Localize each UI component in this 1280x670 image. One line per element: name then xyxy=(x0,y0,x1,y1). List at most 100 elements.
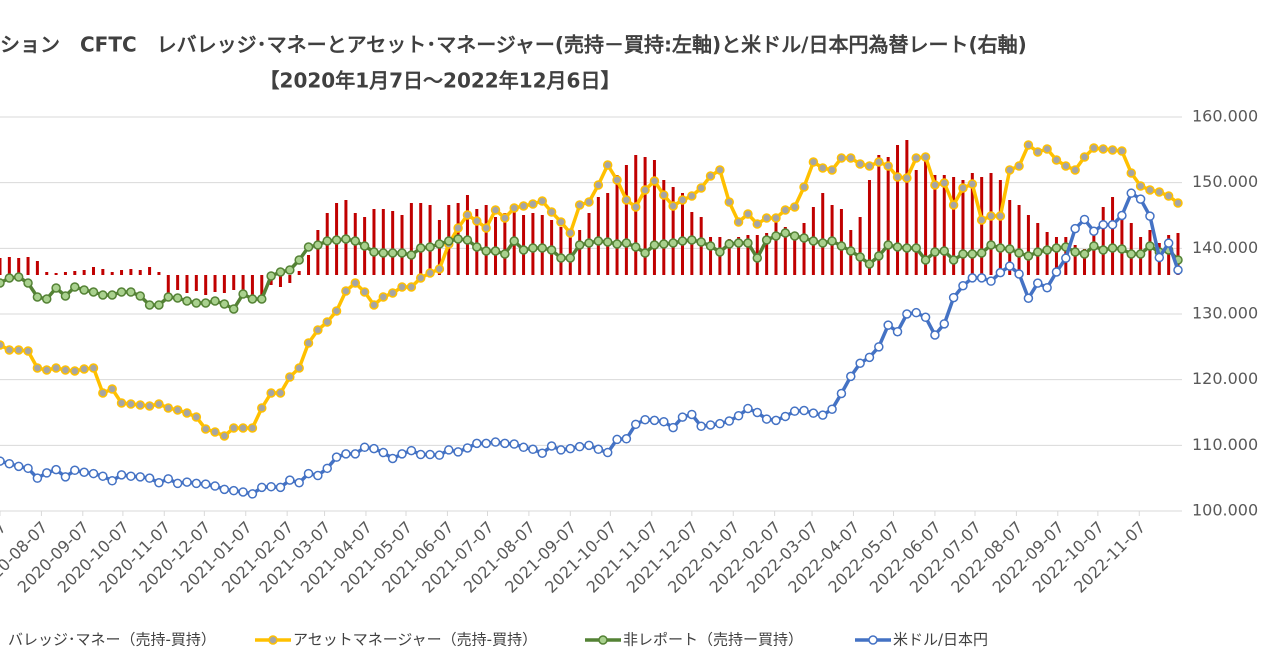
series-marker xyxy=(1023,251,1034,261)
series-marker xyxy=(313,470,323,481)
series-marker xyxy=(294,478,304,488)
series-marker xyxy=(406,250,417,260)
series-marker xyxy=(313,325,323,335)
series-marker xyxy=(172,293,183,303)
series-marker xyxy=(1154,252,1165,263)
series-marker xyxy=(930,330,940,340)
bar xyxy=(307,255,311,275)
series-marker xyxy=(986,211,996,221)
series-marker xyxy=(808,408,819,418)
series-marker xyxy=(967,249,978,259)
bar xyxy=(120,270,124,275)
series-marker xyxy=(425,449,435,460)
series-marker xyxy=(995,243,1006,253)
series-marker xyxy=(864,352,875,363)
bar xyxy=(933,175,937,275)
bar xyxy=(1129,223,1133,275)
series-marker xyxy=(163,474,174,484)
series-marker xyxy=(238,423,248,433)
legend-label: バレッジ･マネー（売持-買持） xyxy=(8,631,216,649)
series-marker xyxy=(630,242,641,252)
series-marker xyxy=(191,478,202,489)
series-marker xyxy=(60,472,71,482)
series-marker xyxy=(481,223,491,233)
series-marker xyxy=(967,179,978,189)
series-marker xyxy=(257,403,267,413)
series-marker xyxy=(799,405,809,416)
series-marker xyxy=(902,309,912,319)
bar xyxy=(709,237,713,275)
series-marker xyxy=(883,161,893,171)
series-marker xyxy=(752,407,763,418)
series-marker xyxy=(1135,181,1146,191)
series-marker xyxy=(210,296,220,306)
bar xyxy=(924,155,928,275)
series-marker xyxy=(369,443,379,454)
series-marker xyxy=(584,440,594,451)
series-marker xyxy=(1089,226,1099,237)
bar xyxy=(166,275,170,293)
series-marker xyxy=(892,326,903,337)
series-marker xyxy=(144,401,155,411)
series-marker xyxy=(322,236,332,246)
series-marker xyxy=(313,240,323,250)
bar xyxy=(793,235,797,275)
series-marker xyxy=(902,243,912,253)
series-marker xyxy=(369,300,379,310)
series-marker xyxy=(761,235,772,245)
series-marker xyxy=(593,180,604,190)
series-marker xyxy=(341,449,351,459)
bar xyxy=(952,177,956,275)
series-marker xyxy=(1023,293,1034,303)
series-marker xyxy=(677,195,688,205)
series-marker xyxy=(116,287,127,297)
series-marker xyxy=(126,287,136,297)
series-marker xyxy=(1107,243,1118,253)
series-marker xyxy=(406,282,417,292)
series-marker xyxy=(434,239,445,249)
series-marker xyxy=(500,213,510,223)
series-marker xyxy=(172,405,183,415)
series-marker xyxy=(1070,223,1080,234)
bar xyxy=(961,180,965,275)
series-marker xyxy=(668,422,678,433)
bar xyxy=(372,209,376,275)
bar xyxy=(278,275,282,287)
bar xyxy=(559,227,563,275)
series-marker xyxy=(415,449,426,460)
series-marker xyxy=(537,243,548,253)
series-marker xyxy=(593,236,604,246)
series-marker xyxy=(612,175,622,185)
bar xyxy=(63,272,67,275)
bar xyxy=(110,272,114,275)
series-marker xyxy=(294,363,304,373)
series-marker xyxy=(976,248,987,258)
bar xyxy=(82,270,86,275)
series-marker xyxy=(556,217,566,227)
series-marker xyxy=(930,180,940,190)
series-marker xyxy=(144,300,155,310)
bar xyxy=(867,180,871,275)
series-marker xyxy=(602,160,613,170)
series-marker xyxy=(13,461,24,472)
bar xyxy=(288,275,292,283)
series-marker xyxy=(472,216,482,226)
series-marker xyxy=(874,157,884,167)
series-marker xyxy=(546,207,557,217)
series-marker xyxy=(1042,282,1052,293)
series-marker xyxy=(546,245,557,255)
series-marker xyxy=(1004,261,1015,271)
series-marker xyxy=(453,223,463,233)
series-marker xyxy=(518,442,529,453)
series-marker xyxy=(285,372,295,382)
bar xyxy=(727,239,731,275)
bar xyxy=(737,237,741,275)
series-marker xyxy=(883,240,893,250)
series-marker xyxy=(425,268,435,278)
series-marker xyxy=(266,481,276,492)
series-marker xyxy=(32,363,43,373)
series-marker xyxy=(359,287,370,297)
series-marker xyxy=(883,320,893,330)
series-marker xyxy=(228,423,239,433)
series-marker xyxy=(1014,161,1024,171)
